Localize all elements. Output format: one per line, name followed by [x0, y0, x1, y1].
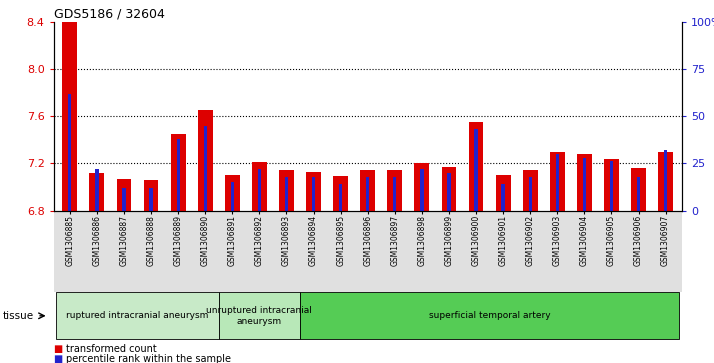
Bar	[448, 173, 451, 211]
Bar	[176, 139, 180, 211]
Bar	[366, 176, 369, 211]
Bar	[577, 154, 592, 211]
Text: superficial temporal artery: superficial temporal artery	[429, 311, 550, 320]
Bar	[203, 126, 207, 211]
Bar	[231, 182, 234, 211]
Bar	[116, 179, 131, 211]
Bar	[496, 175, 511, 211]
Bar	[388, 170, 402, 211]
Bar	[312, 176, 315, 211]
Bar	[393, 176, 396, 211]
Bar	[225, 175, 240, 211]
Bar	[333, 176, 348, 211]
Bar	[279, 170, 294, 211]
Bar	[62, 22, 77, 211]
Bar	[610, 162, 613, 211]
Bar	[95, 169, 99, 211]
Bar	[171, 134, 186, 211]
Bar	[149, 188, 153, 211]
Bar	[144, 180, 159, 211]
Bar	[468, 122, 483, 211]
Text: ■: ■	[54, 344, 63, 354]
Bar	[441, 167, 456, 211]
Text: tissue: tissue	[3, 311, 34, 321]
Bar	[555, 154, 559, 211]
Bar	[658, 151, 673, 211]
Text: ruptured intracranial aneurysm: ruptured intracranial aneurysm	[66, 311, 208, 320]
Bar	[501, 184, 505, 211]
Bar	[523, 170, 538, 211]
Bar	[528, 176, 532, 211]
Bar	[474, 129, 478, 211]
Bar	[68, 94, 71, 211]
Bar	[252, 162, 267, 211]
Bar	[361, 170, 375, 211]
Bar	[89, 173, 104, 211]
Text: unruptured intracranial
aneurysm: unruptured intracranial aneurysm	[206, 306, 312, 326]
Bar	[631, 168, 646, 211]
Bar	[258, 169, 261, 211]
Bar	[421, 169, 423, 211]
Text: ■: ■	[54, 354, 63, 363]
Text: GDS5186 / 32604: GDS5186 / 32604	[54, 8, 164, 21]
Bar	[122, 188, 126, 211]
Bar	[198, 110, 213, 211]
Bar	[550, 151, 565, 211]
Bar	[604, 159, 619, 211]
Bar	[306, 172, 321, 211]
Bar	[664, 150, 668, 211]
Bar	[583, 158, 586, 211]
Bar	[414, 163, 429, 211]
Bar	[339, 184, 342, 211]
Bar	[285, 176, 288, 211]
Text: percentile rank within the sample: percentile rank within the sample	[66, 354, 231, 363]
Bar	[637, 176, 640, 211]
Text: transformed count: transformed count	[66, 344, 157, 354]
